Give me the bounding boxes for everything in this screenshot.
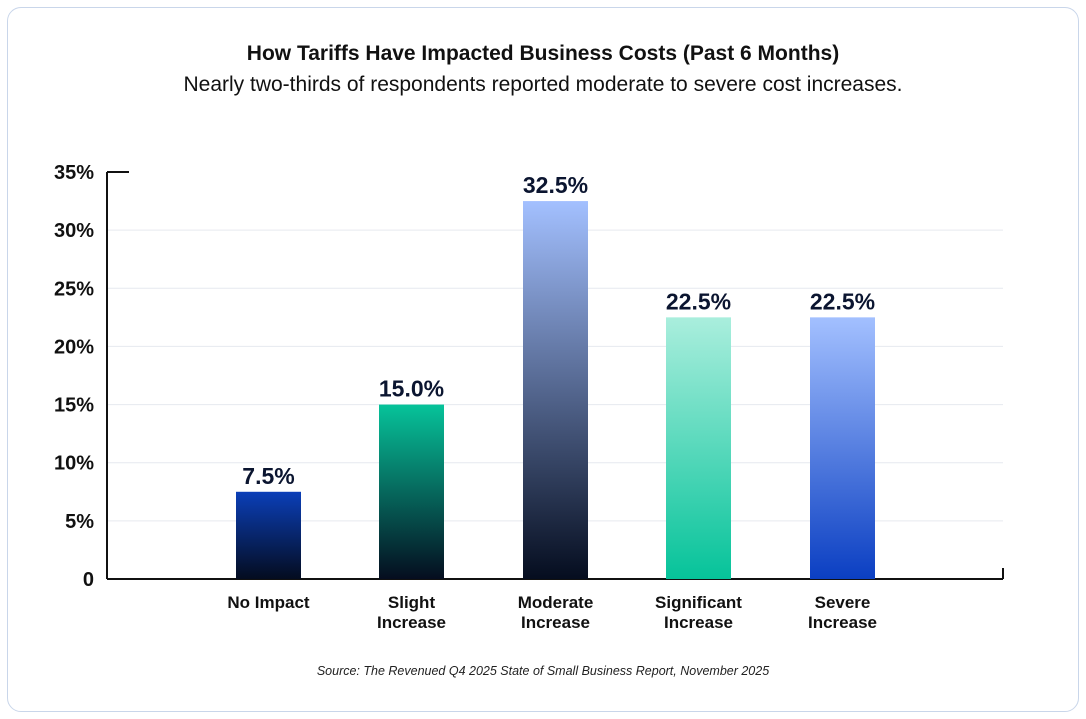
bar-slight-increase <box>379 404 444 579</box>
y-tick-label: 20% <box>54 336 94 358</box>
y-tick-label: 35% <box>54 162 94 184</box>
y-tick-label: 25% <box>54 278 94 300</box>
value-label: 7.5% <box>242 463 294 489</box>
category-labels: No Impact Slight Increase Moderate Increase S… <box>227 593 877 632</box>
value-label: 15.0% <box>379 376 444 402</box>
source-note: Source: The Revenued Q4 2025 State of Sm… <box>316 664 770 678</box>
x-tick-label: No Impact <box>227 593 310 612</box>
y-tick-label: 30% <box>54 220 94 242</box>
y-tick-label: 15% <box>54 395 94 417</box>
y-tick-label: 5% <box>65 511 94 533</box>
bar-moderate-increase <box>523 201 588 580</box>
bars <box>236 201 875 580</box>
y-tick-labels: 0 5% 10% 15% 20% 25% 30% 35% <box>54 162 94 591</box>
bar-significant-increase <box>666 317 731 579</box>
chart-subtitle: Nearly two-thirds of respondents reporte… <box>183 73 903 96</box>
value-labels: 7.5% 15.0% 32.5% 22.5% 22.5% <box>242 172 875 489</box>
x-tick-label: Moderate Increase <box>518 593 594 632</box>
bar-no-impact <box>236 491 301 579</box>
value-label: 32.5% <box>523 172 588 198</box>
chart-title: How Tariffs Have Impacted Business Costs… <box>246 42 840 65</box>
x-tick-label: Severe Increase <box>808 593 877 632</box>
value-label: 22.5% <box>666 288 731 314</box>
x-tick-label: Significant Increase <box>655 593 742 632</box>
y-tick-label: 0 <box>83 569 94 591</box>
y-tick-label: 10% <box>54 453 94 475</box>
bar-severe-increase <box>810 317 875 579</box>
x-tick-label: Slight Increase <box>377 593 446 632</box>
value-label: 22.5% <box>810 288 875 314</box>
